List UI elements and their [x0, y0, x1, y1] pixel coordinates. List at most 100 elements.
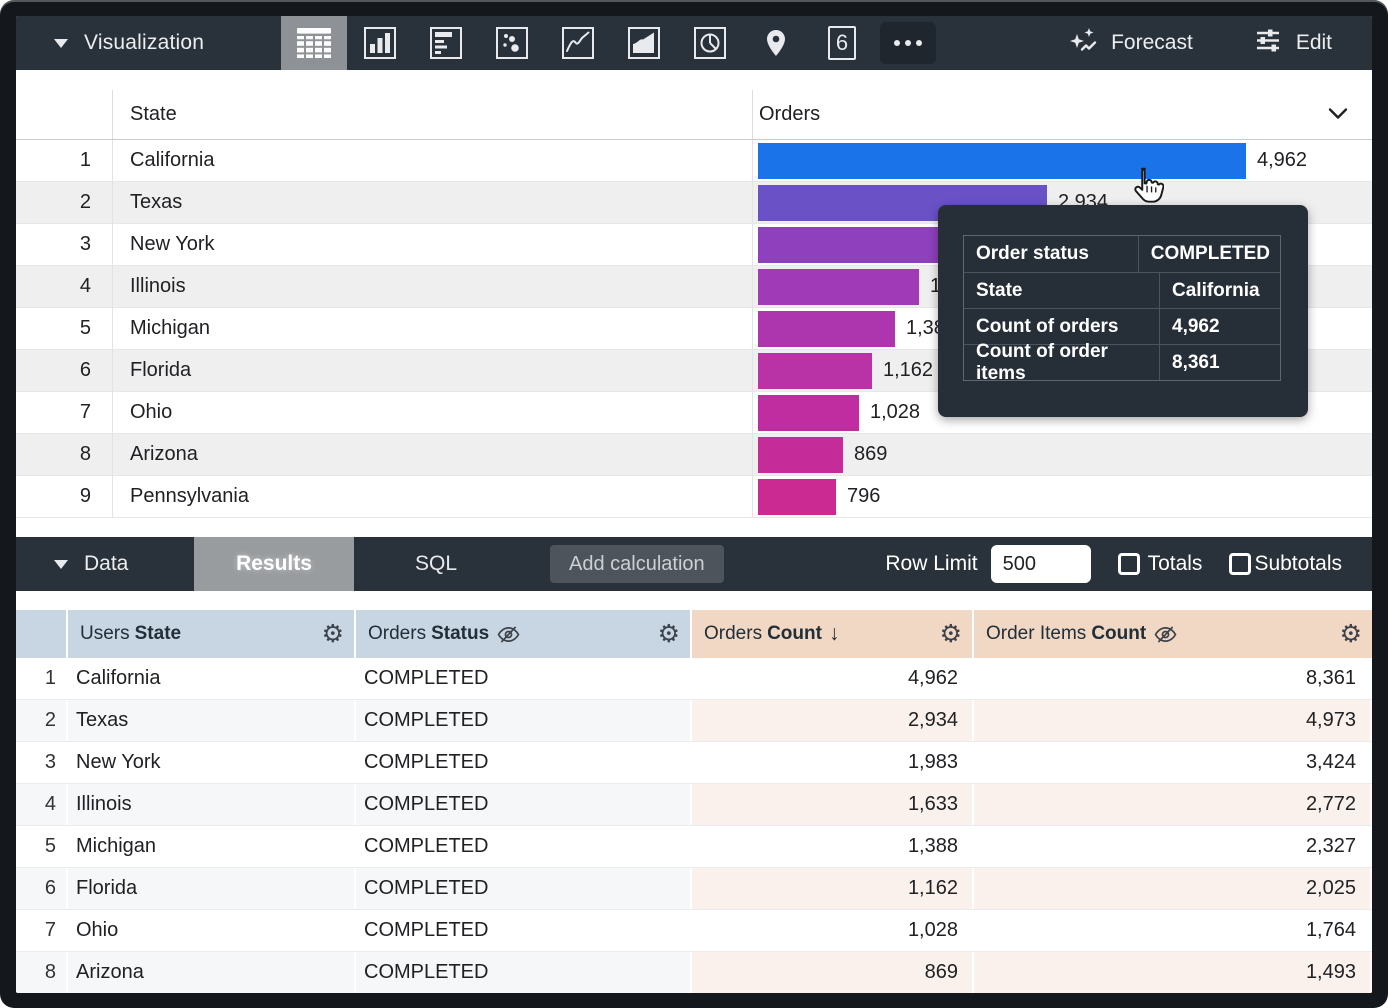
- cell-order-items-count[interactable]: 8,361: [974, 658, 1372, 699]
- viz-state-cell: Florida: [112, 350, 752, 391]
- tune-sliders-icon: [1253, 25, 1283, 61]
- orders-bar[interactable]: [758, 268, 919, 305]
- tooltip-row: State California: [964, 272, 1280, 308]
- cell-order-items-count[interactable]: 2,772: [974, 784, 1372, 825]
- mouse-pointer-icon: [1128, 166, 1165, 213]
- orders-bar[interactable]: [758, 226, 953, 263]
- cell-users-state[interactable]: Texas: [68, 700, 356, 741]
- users-state-column-header[interactable]: Users State ⚙: [68, 610, 356, 658]
- viz-table-row: 1 California 4,962: [16, 140, 1372, 182]
- viz-type-pie-button[interactable]: [677, 16, 743, 70]
- orders-bar[interactable]: [758, 142, 1246, 179]
- row-index: 4: [16, 784, 68, 825]
- viz-row-number: 5: [79, 317, 91, 339]
- measure-field-label: Count: [1091, 623, 1147, 644]
- dimension-group-label: Users: [80, 623, 130, 644]
- subtotals-toggle[interactable]: Subtotals: [1229, 552, 1342, 576]
- forecast-button[interactable]: Forecast: [1068, 25, 1193, 61]
- orders-bar[interactable]: [758, 478, 836, 515]
- cell-orders-count[interactable]: 1,983: [692, 742, 974, 783]
- cell-orders-count[interactable]: 1,633: [692, 784, 974, 825]
- viz-type-area-button[interactable]: [611, 16, 677, 70]
- viz-row-number: 3: [79, 233, 91, 255]
- viz-row-number: 1: [79, 149, 91, 171]
- cell-orders-status[interactable]: COMPLETED: [356, 658, 692, 699]
- totals-checkbox[interactable]: [1117, 553, 1140, 575]
- cell-order-items-count[interactable]: 2,025: [974, 868, 1372, 909]
- more-viz-types-button[interactable]: [875, 16, 941, 70]
- gear-icon[interactable]: ⚙: [657, 619, 680, 648]
- cell-order-items-count[interactable]: 3,424: [974, 742, 1372, 783]
- viz-type-scatter-button[interactable]: [479, 16, 545, 70]
- add-calculation-button[interactable]: Add calculation: [550, 545, 724, 583]
- eye-slash-icon: [1154, 625, 1177, 644]
- orders-bar[interactable]: [758, 436, 843, 473]
- cell-users-state[interactable]: Florida: [68, 868, 356, 909]
- orders-bar[interactable]: [758, 310, 895, 347]
- viz-state-cell: Arizona: [112, 434, 752, 475]
- viz-table-row: 8 Arizona 869: [16, 434, 1372, 476]
- cell-users-state[interactable]: Michigan: [68, 826, 356, 867]
- cell-orders-count[interactable]: 869: [692, 952, 974, 993]
- cell-orders-status[interactable]: COMPLETED: [356, 784, 692, 825]
- cell-orders-status[interactable]: COMPLETED: [356, 742, 692, 783]
- gear-icon[interactable]: ⚙: [939, 619, 962, 648]
- cell-orders-status[interactable]: COMPLETED: [356, 868, 692, 909]
- cell-orders-count[interactable]: 1,388: [692, 826, 974, 867]
- totals-label: Totals: [1147, 552, 1203, 575]
- cell-order-items-count[interactable]: 1,764: [974, 910, 1372, 951]
- subtotals-checkbox[interactable]: [1229, 553, 1252, 575]
- orders-count-column-header[interactable]: Orders Count ↓ ⚙: [692, 610, 974, 658]
- tooltip-label: State: [964, 273, 1160, 308]
- cell-users-state[interactable]: California: [68, 658, 356, 699]
- order-items-count-column-header[interactable]: Order Items Count ⚙: [974, 610, 1372, 658]
- cell-orders-status[interactable]: COMPLETED: [356, 826, 692, 867]
- orders-status-column-header[interactable]: Orders Status ⚙: [356, 610, 692, 658]
- viz-state-cell: New York: [112, 224, 752, 265]
- row-limit-input[interactable]: [990, 545, 1091, 583]
- orders-bar[interactable]: [758, 394, 859, 431]
- sort-desc-icon[interactable]: ↓: [828, 622, 840, 645]
- cell-orders-count[interactable]: 4,962: [692, 658, 974, 699]
- viz-state-cell: California: [112, 140, 752, 181]
- viz-bar-cell: 1,388: [752, 308, 1372, 349]
- viz-type-bar-button[interactable]: [413, 16, 479, 70]
- edit-button[interactable]: Edit: [1253, 25, 1332, 61]
- viz-type-map-button[interactable]: [743, 16, 809, 70]
- cell-users-state[interactable]: New York: [68, 742, 356, 783]
- cell-orders-count[interactable]: 2,934: [692, 700, 974, 741]
- gear-icon[interactable]: ⚙: [1339, 619, 1362, 648]
- single-value-icon: 6: [828, 26, 856, 60]
- cell-order-items-count[interactable]: 2,327: [974, 826, 1372, 867]
- cell-orders-status[interactable]: COMPLETED: [356, 700, 692, 741]
- tooltip-value: 8,361: [1172, 351, 1220, 373]
- cell-users-state[interactable]: Arizona: [68, 952, 356, 993]
- cell-order-items-count[interactable]: 1,493: [974, 952, 1372, 993]
- cell-orders-status[interactable]: COMPLETED: [356, 952, 692, 993]
- tab-results[interactable]: Results: [194, 537, 354, 591]
- orders-bar[interactable]: [758, 352, 872, 389]
- cell-orders-status[interactable]: COMPLETED: [356, 910, 692, 951]
- cell-users-state[interactable]: Ohio: [68, 910, 356, 951]
- cell-users-state[interactable]: Illinois: [68, 784, 356, 825]
- cell-order-items-count[interactable]: 4,973: [974, 700, 1372, 741]
- viz-type-line-button[interactable]: [545, 16, 611, 70]
- cell-orders-count[interactable]: 1,028: [692, 910, 974, 951]
- visualization-section-toggle[interactable]: Visualization: [16, 31, 281, 55]
- viz-state-column-header[interactable]: State: [112, 90, 752, 139]
- gear-icon[interactable]: ⚙: [321, 619, 344, 648]
- cell-orders-count[interactable]: 1,162: [692, 868, 974, 909]
- viz-type-single-value-button[interactable]: 6: [809, 16, 875, 70]
- tab-sql[interactable]: SQL: [414, 552, 458, 575]
- viz-type-table-button[interactable]: [281, 16, 347, 70]
- forecast-label: Forecast: [1111, 31, 1193, 54]
- data-section-toggle[interactable]: Data: [16, 552, 194, 576]
- viz-orders-column-header[interactable]: Orders: [752, 90, 1372, 139]
- totals-toggle[interactable]: Totals: [1117, 552, 1203, 576]
- bar-value-label: 1,028: [870, 401, 921, 423]
- pie-chart-icon: [693, 26, 727, 60]
- viz-type-column-button[interactable]: [347, 16, 413, 70]
- bar-tooltip: Order status COMPLETED State California …: [938, 205, 1308, 417]
- subtotals-label: Subtotals: [1254, 552, 1342, 575]
- chevron-down-icon[interactable]: [1328, 103, 1348, 126]
